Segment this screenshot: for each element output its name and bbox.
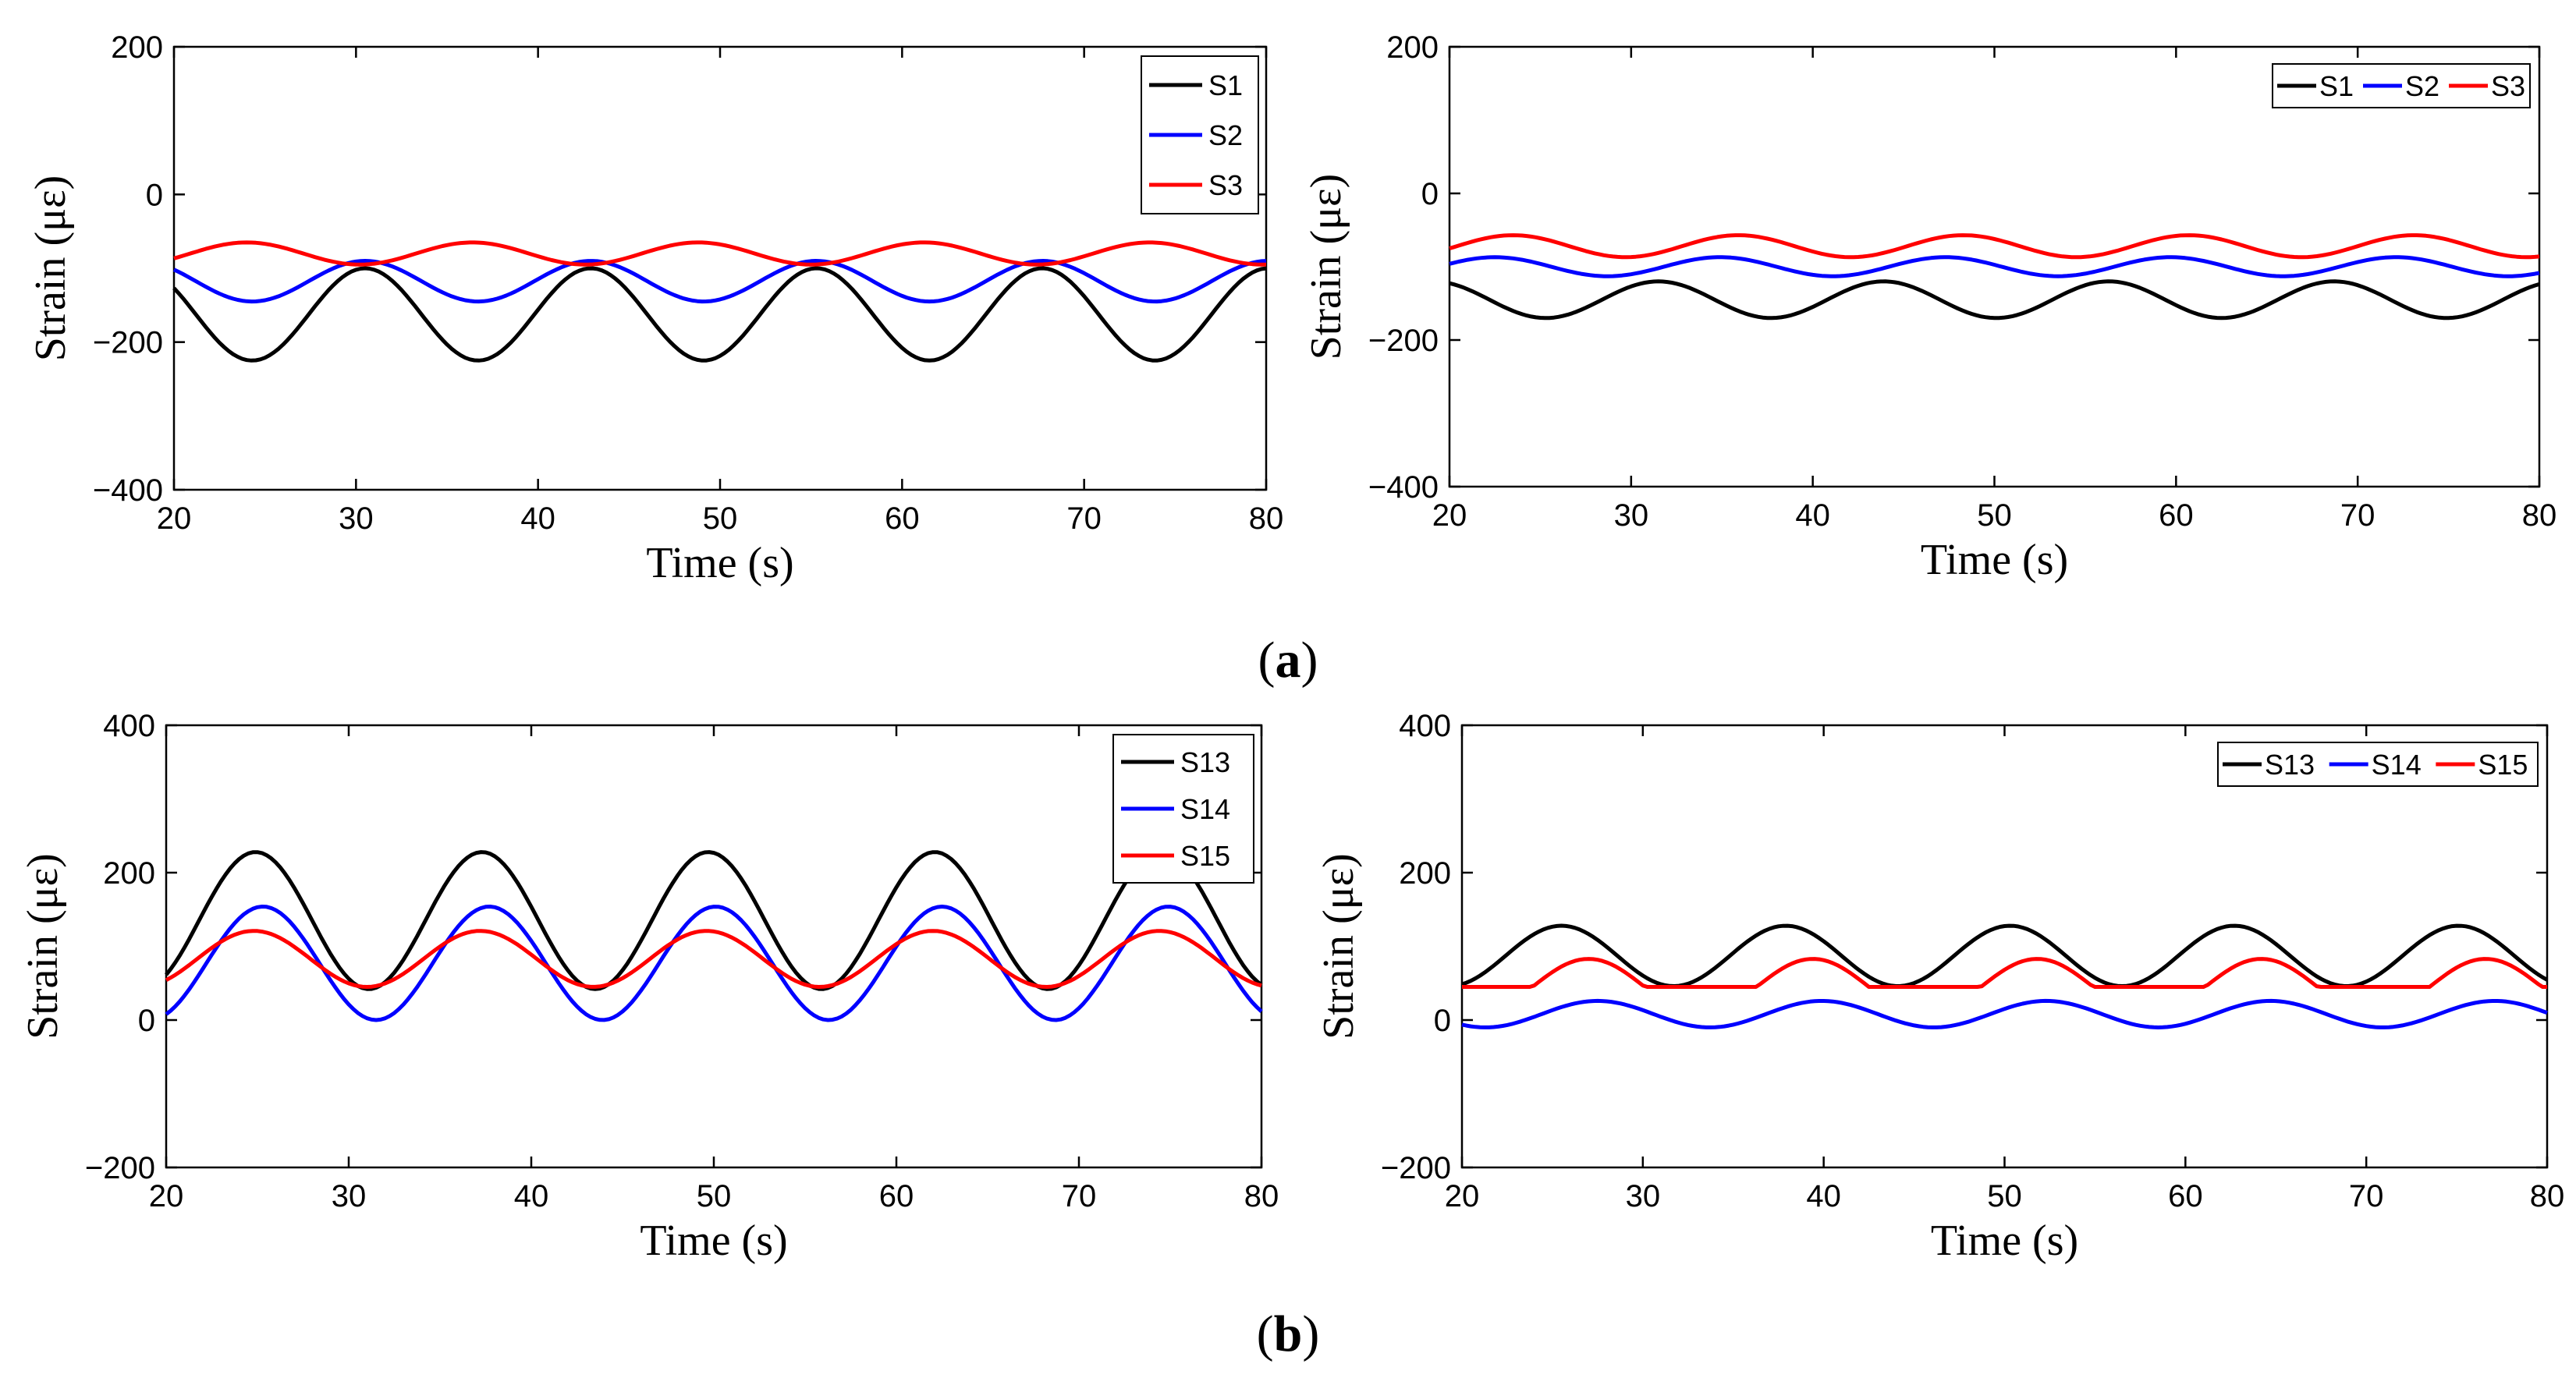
x-tick-label: 20: [1432, 498, 1467, 533]
x-tick-label: 40: [520, 501, 555, 536]
x-tick-label: 30: [1614, 498, 1649, 533]
y-tick-label: −200: [1381, 1151, 1451, 1185]
y-tick-label: 0: [146, 178, 163, 212]
series-line-s15: [165, 929, 1262, 989]
x-tick-label: 20: [149, 1179, 184, 1213]
x-tick-label: 70: [1066, 501, 1102, 536]
series-line-s13: [1461, 923, 2549, 988]
y-tick-label: 400: [103, 709, 155, 743]
legend-label-s15: S15: [2478, 749, 2528, 781]
x-axis-label: Time (s): [640, 1217, 787, 1265]
legend: S13 S14 S15: [2217, 742, 2539, 787]
series-line-s15: [1462, 957, 2547, 989]
legend: S1 S2 S3: [1141, 55, 1259, 214]
panel-label-b: (b): [1257, 1305, 1320, 1362]
y-tick-label: −400: [93, 473, 163, 508]
series-line-s1: [172, 266, 1267, 363]
chart-bottom-left: 20 30 40 50 60 70 80 −200 0 200 400 Time (s) Strain …: [19, 709, 1279, 1265]
x-tick-label: 30: [1626, 1179, 1661, 1213]
legend-label-s2: S2: [1208, 119, 1243, 151]
chart-top-left: 20 30 40 50 60 70 80 −400 −200 0 200 Time (s) Strain…: [27, 30, 1283, 587]
legend-label-s13: S13: [1180, 746, 1230, 778]
y-tick-label: 0: [1434, 1004, 1451, 1038]
plot-frame: [1460, 724, 2549, 1169]
y-tick-label: 200: [1399, 856, 1451, 891]
x-tick-label: 50: [697, 1179, 732, 1213]
y-tick-label: 0: [138, 1004, 155, 1038]
y-axis-label: Strain (με): [1315, 853, 1363, 1040]
chart-top-right: 20 30 40 50 60 70 80 −400 −200 0 200 Time (s) Strain…: [1302, 30, 2556, 584]
x-tick-label: 20: [1445, 1179, 1480, 1213]
legend-label-s1: S1: [2319, 70, 2354, 102]
chart-bottom-right: 20 30 40 50 60 70 80 −200 0 200 400 Time (s) Strain …: [1315, 709, 2564, 1265]
series-line-s2: [172, 259, 1267, 304]
x-tick-label: 50: [1977, 498, 2012, 533]
y-tick-label: −200: [1368, 324, 1439, 358]
x-tick-label: 80: [1249, 501, 1284, 536]
y-tick-label: 400: [1399, 709, 1451, 743]
legend-label-s1: S1: [1208, 69, 1243, 101]
legend-label-s15: S15: [1180, 840, 1230, 872]
y-axis-label: Strain (με): [27, 175, 75, 362]
x-tick-label: 50: [1987, 1179, 2022, 1213]
y-tick-label: 200: [1386, 30, 1439, 65]
x-tick-label: 70: [2340, 498, 2376, 533]
x-tick-label: 60: [885, 501, 920, 536]
series-line-s2: [1449, 255, 2540, 278]
legend-label-s3: S3: [1208, 169, 1243, 201]
y-axis-label: Strain (με): [1302, 174, 1350, 360]
x-tick-label: 40: [1806, 1179, 1841, 1213]
y-tick-label: −200: [93, 326, 163, 360]
x-tick-label: 20: [157, 501, 192, 536]
x-axis-label: Time (s): [1931, 1217, 2078, 1265]
y-tick-label: −200: [85, 1151, 155, 1185]
legend: S1 S2 S3: [2272, 63, 2531, 108]
x-tick-label: 30: [332, 1179, 367, 1213]
panel-label-a: (a): [1258, 632, 1318, 689]
y-axis-label: Strain (με): [19, 853, 67, 1040]
series-line-s3: [1449, 233, 2540, 260]
x-tick-label: 40: [514, 1179, 549, 1213]
x-tick-label: 60: [2159, 498, 2194, 533]
x-tick-label: 60: [2168, 1179, 2203, 1213]
legend-box: [2217, 742, 2539, 787]
x-tick-label: 60: [879, 1179, 914, 1213]
legend-label-s3: S3: [2491, 70, 2525, 102]
plot-frame: [165, 724, 1263, 1169]
x-tick-label: 70: [1062, 1179, 1097, 1213]
x-tick-label: 50: [703, 501, 738, 536]
legend-label-s14: S14: [2372, 749, 2422, 781]
legend-label-s14: S14: [1180, 793, 1230, 825]
series-line-s14: [165, 905, 1263, 1022]
series-line-s3: [173, 240, 1267, 267]
series-line-s14: [1461, 998, 2548, 1029]
y-tick-label: 0: [1421, 177, 1439, 211]
x-axis-label: Time (s): [1921, 536, 2068, 584]
legend-label-s2: S2: [2405, 70, 2439, 102]
x-axis-label: Time (s): [646, 539, 793, 587]
y-tick-label: 200: [111, 30, 163, 65]
x-tick-label: 80: [2530, 1179, 2565, 1213]
series-line-s13: [165, 850, 1263, 991]
x-tick-label: 70: [2349, 1179, 2384, 1213]
legend: S13 S14 S15: [1112, 734, 1254, 884]
y-tick-label: −400: [1368, 470, 1439, 505]
series-line-s1: [1449, 279, 2540, 321]
y-tick-label: 200: [103, 856, 155, 891]
x-tick-label: 80: [2522, 498, 2557, 533]
legend-label-s13: S13: [2265, 749, 2315, 781]
x-tick-label: 80: [1244, 1179, 1279, 1213]
x-tick-label: 40: [1795, 498, 1830, 533]
x-tick-label: 30: [339, 501, 374, 536]
